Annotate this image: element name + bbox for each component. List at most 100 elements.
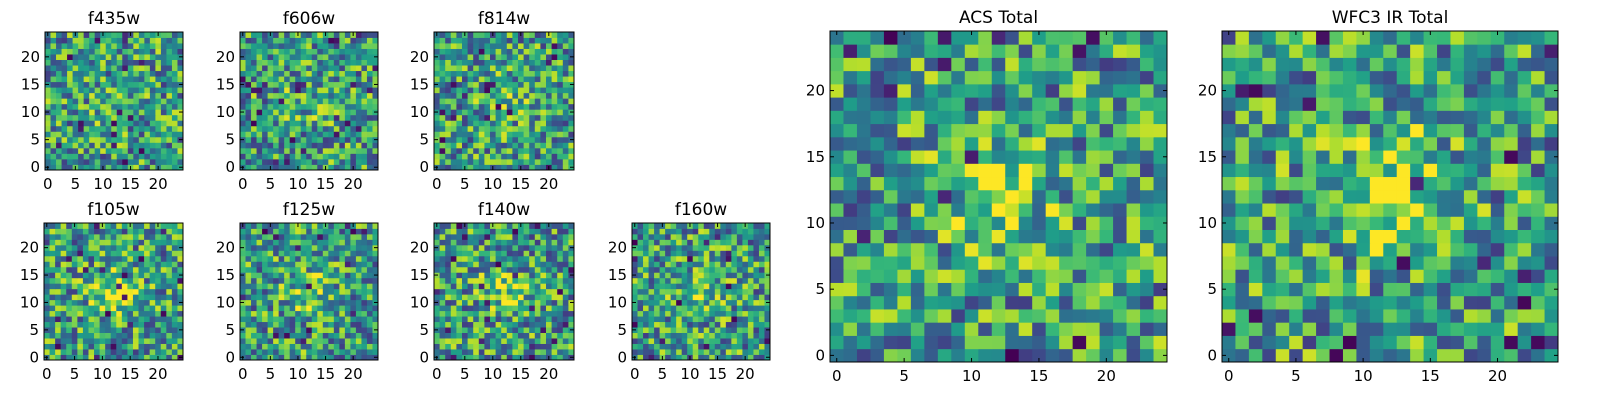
heatmap-cell (648, 283, 655, 290)
heatmap-cell (484, 321, 491, 328)
heatmap-cell (830, 348, 844, 363)
heatmap-cell (284, 233, 291, 240)
heatmap-cell (262, 48, 268, 55)
heatmap-cell (687, 277, 694, 284)
heatmap-cell (344, 54, 351, 60)
heatmap-cell (240, 250, 246, 257)
x-tick-label: 20 (539, 175, 558, 193)
heatmap-cell (333, 70, 340, 77)
heatmap-cell (1072, 203, 1087, 217)
heatmap-cell (450, 277, 457, 284)
heatmap-cell (562, 250, 569, 257)
heatmap-cell (434, 76, 440, 83)
heatmap-cell (344, 103, 351, 110)
heatmap-cell (1126, 216, 1141, 230)
heatmap-cell (339, 266, 346, 273)
heatmap-cell (149, 283, 156, 290)
heatmap-cell (166, 65, 173, 72)
heatmap-cell (473, 310, 480, 317)
heatmap-cell (897, 203, 912, 217)
heatmap-cell (736, 288, 743, 295)
heatmap-cell (758, 299, 765, 306)
heatmap-cell (523, 114, 530, 121)
heatmap-cell (540, 349, 547, 355)
heatmap-cell (116, 59, 123, 66)
heatmap-cell (495, 223, 502, 229)
heatmap-cell (506, 223, 513, 229)
heatmap-cell (110, 310, 117, 317)
heatmap-cell (490, 283, 496, 290)
heatmap-cell (366, 244, 373, 251)
heatmap-cell (534, 136, 541, 143)
heatmap-cell (964, 282, 979, 297)
heatmap-cell (467, 142, 474, 149)
heatmap-cell (77, 272, 84, 279)
y-tick-label: 15 (216, 75, 235, 93)
heatmap-cell (55, 299, 62, 306)
heatmap-cell (177, 294, 184, 301)
heatmap-cell (665, 294, 672, 301)
heatmap-cell (372, 43, 379, 49)
heatmap-cell (138, 299, 145, 306)
heatmap-cell (284, 125, 291, 132)
heatmap-cell (127, 109, 134, 116)
heatmap-cell (456, 142, 463, 149)
heatmap-cell (311, 343, 318, 350)
heatmap-cell (262, 142, 268, 149)
heatmap-cell (177, 332, 184, 339)
heatmap-cell (546, 255, 552, 262)
heatmap-cell (306, 354, 313, 361)
y-tick-label: 20 (608, 239, 627, 257)
heatmap-cell (450, 70, 457, 77)
heatmap-cell (523, 332, 530, 339)
heatmap-cell (355, 158, 362, 165)
heatmap-cell (725, 349, 732, 355)
heatmap-cell (518, 283, 524, 290)
heatmap-cell (753, 316, 760, 323)
heatmap-cell (731, 310, 738, 317)
heatmap-cell (361, 48, 368, 55)
heatmap-cell (88, 327, 95, 333)
heatmap-cell (568, 76, 575, 83)
heatmap-cell (490, 37, 496, 44)
heatmap-cell (67, 76, 73, 83)
heatmap-cell (557, 59, 564, 66)
heatmap-cell (720, 327, 727, 333)
heatmap-cell (56, 92, 62, 99)
heatmap-cell (110, 349, 117, 355)
heatmap-cell (1086, 163, 1100, 178)
heatmap-cell (478, 153, 485, 160)
heatmap-cell (160, 316, 167, 323)
heatmap-cell (99, 288, 106, 295)
heatmap-cell (456, 305, 463, 312)
heatmap-cell (111, 158, 118, 165)
heatmap-cell (1140, 229, 1154, 244)
heatmap-cell (160, 109, 167, 116)
heatmap-cell (127, 120, 134, 127)
heatmap-cell (251, 142, 257, 149)
heatmap-cell (328, 277, 335, 284)
heatmap-cell (166, 327, 173, 333)
heatmap-cell (568, 32, 575, 38)
heatmap-cell (155, 272, 162, 279)
heatmap-cell (300, 332, 307, 339)
heatmap-cell (490, 147, 496, 154)
heatmap-cell (568, 92, 575, 99)
heatmap-cell (317, 142, 324, 149)
heatmap-cell (495, 131, 502, 138)
heatmap-cell (456, 343, 463, 350)
heatmap-cell (361, 131, 368, 138)
heatmap-cells (434, 223, 575, 361)
heatmap-cell (665, 354, 672, 361)
heatmap-cell (523, 244, 530, 251)
heatmap-cell (94, 283, 100, 290)
heatmap-cell (82, 321, 89, 328)
heatmap-cell (166, 244, 173, 251)
heatmap-cell (110, 354, 117, 361)
heatmap-cell (506, 250, 513, 257)
heatmap-cell (467, 283, 474, 290)
heatmap-cell (484, 272, 491, 279)
heatmap-cell (278, 288, 285, 295)
heatmap-cell (61, 109, 68, 116)
heatmap-cell (132, 255, 139, 262)
